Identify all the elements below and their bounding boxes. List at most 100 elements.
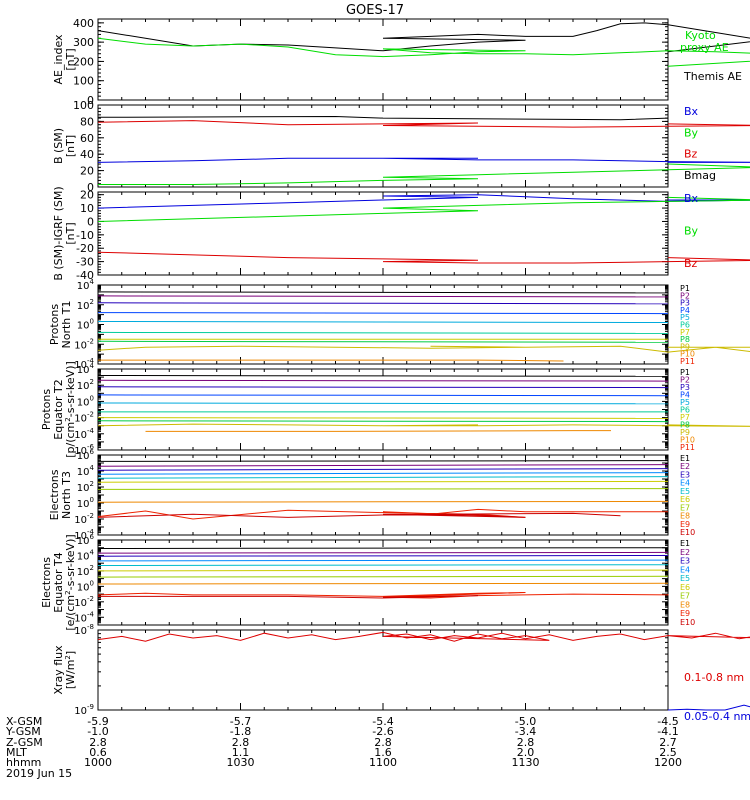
series-line-p3 xyxy=(97,302,669,305)
y-axis-label-line: Electrons xyxy=(40,557,53,608)
series-line-p8 xyxy=(97,420,669,423)
series-line-p9 xyxy=(97,423,750,427)
series-line-p1 xyxy=(97,291,669,294)
y-tick-label: 0 xyxy=(87,181,94,194)
ephemeris-value: 1200 xyxy=(654,756,682,769)
y-tick-label: 100 xyxy=(77,496,94,510)
y-axis-label: Xray flux [W/m2] xyxy=(52,645,77,695)
series-line-e7 xyxy=(97,488,669,490)
ephemeris-value: -5.7 xyxy=(230,715,251,728)
series-line-e3 xyxy=(97,468,669,471)
legend-xray-short: 0.05-0.4 nm xyxy=(684,710,750,723)
plot-title: GOES-17 xyxy=(346,3,404,18)
series-line-e4 xyxy=(97,559,669,562)
series-line-bx xyxy=(97,157,750,163)
y-tick-label: 10-9 xyxy=(74,703,94,717)
y-tick-label: 10-2 xyxy=(74,411,94,425)
ephemeris-value: 1.6 xyxy=(374,746,392,759)
y-tick-label: 20 xyxy=(80,165,94,178)
series-line-p9 xyxy=(97,345,750,353)
y-axis-label-line: Xray flux xyxy=(52,645,65,695)
legend-p1: P1 xyxy=(680,284,690,293)
ephemeris-row-label: hhmm xyxy=(6,756,41,769)
legend-p7: P7 xyxy=(680,413,690,422)
y-tick-label: 0 xyxy=(87,215,94,228)
legend-by: By xyxy=(684,225,699,238)
y-axis-label-unit: [e/(cm2-s-sr-keV)] xyxy=(64,534,77,630)
legend-p1: P1 xyxy=(680,368,690,377)
legend-p3: P3 xyxy=(680,383,690,392)
series-line-kyoto-proxy-ae xyxy=(97,37,750,67)
ephemeris-value: -1.8 xyxy=(230,725,251,738)
y-axis-label-line: North T3 xyxy=(60,471,73,519)
series-line-p2 xyxy=(97,295,669,298)
y-axis-label: Protons Equator T2[p/(cm2-s-sr-keV)] xyxy=(40,361,77,458)
ephemeris-value: 1.1 xyxy=(232,746,250,759)
y-axis-label: B (SM)-IGRF (SM) [nT] xyxy=(52,186,77,280)
legend-by: By xyxy=(684,126,699,139)
y-tick-label: 104 xyxy=(77,362,95,376)
series-line-e5 xyxy=(97,564,669,566)
ephemeris-value: 1100 xyxy=(369,756,397,769)
legend-e6: E6 xyxy=(680,583,690,592)
y-tick-label: 10-6 xyxy=(74,443,94,457)
legend-e10: E10 xyxy=(680,618,695,627)
y-tick-label: 106 xyxy=(77,448,95,462)
legend-p6: P6 xyxy=(680,406,690,415)
panel-frame xyxy=(97,18,669,101)
legend-p11: P11 xyxy=(680,357,695,366)
series-line-e1 xyxy=(97,547,669,549)
y-axis-label: Electrons North T3 xyxy=(48,469,73,520)
y-axis-label: AE_index [nT] xyxy=(52,34,77,85)
y-axis-label-line: Protons xyxy=(48,304,61,345)
series-line-e10 xyxy=(98,595,479,599)
legend-e1: E1 xyxy=(680,539,690,548)
legend-e8: E8 xyxy=(680,600,690,609)
y-tick-label: 400 xyxy=(73,17,94,30)
y-axis-label: Electrons Equator T4[e/(cm2-s-sr-keV)] xyxy=(40,534,77,630)
y-tick-label: 104 xyxy=(77,548,95,562)
ephemeris-value: 0.6 xyxy=(89,746,107,759)
legend-e5: E5 xyxy=(680,487,690,496)
ephemeris-value: 1000 xyxy=(84,756,112,769)
ephemeris-row-label: 2019 Jun 15 xyxy=(6,767,72,780)
ephemeris-value: -5.4 xyxy=(372,715,393,728)
legend-p4: P4 xyxy=(680,306,690,315)
ephemeris-row-label: Y-GSM xyxy=(5,725,41,738)
ephemeris-value: 2.0 xyxy=(517,746,535,759)
y-axis-label-line: North T1 xyxy=(60,301,73,349)
series-line-p4 xyxy=(97,312,669,315)
series-line-p3 xyxy=(97,386,669,389)
y-tick-label: 40 xyxy=(80,148,94,161)
legend-bz: Bz xyxy=(684,148,698,161)
y-axis-label-line: Equator T2 xyxy=(52,379,65,439)
y-tick-label: 100 xyxy=(77,394,94,408)
ephemeris-row-label: Z-GSM xyxy=(6,736,43,749)
y-axis-label-unit: [nT] xyxy=(64,135,77,157)
ephemeris-value: -5.0 xyxy=(515,715,536,728)
series-line-e8 xyxy=(97,500,669,503)
y-tick-label: -40 xyxy=(76,269,94,282)
legend-p9: P9 xyxy=(680,342,690,351)
series-line-by xyxy=(98,163,750,185)
y-tick-label: 102 xyxy=(77,480,94,494)
y-axis-label-line: Equator T4 xyxy=(52,552,65,612)
panel-2: 0 20 40 60 80 100 B (SM) [nT] Bx By Bz Bmag xyxy=(52,99,750,194)
series-line-e10 xyxy=(97,512,621,518)
y-tick-label: 10-8 xyxy=(74,623,94,637)
y-tick-label: 10-4 xyxy=(74,427,94,441)
ephemeris-value: 2.8 xyxy=(232,736,250,749)
ephemeris-value: -5.9 xyxy=(87,715,108,728)
y-tick-label: 10 xyxy=(80,202,94,215)
series-line-p5 xyxy=(97,402,669,405)
y-tick-label: 100 xyxy=(77,318,94,332)
ephemeris-value: 1130 xyxy=(512,756,540,769)
series-line-e6 xyxy=(97,569,669,572)
ephemeris-row-label: MLT xyxy=(6,746,27,759)
legend-p6: P6 xyxy=(680,321,690,330)
y-axis-label-unit: [nT] xyxy=(64,48,77,70)
series-line-e2 xyxy=(97,464,669,467)
